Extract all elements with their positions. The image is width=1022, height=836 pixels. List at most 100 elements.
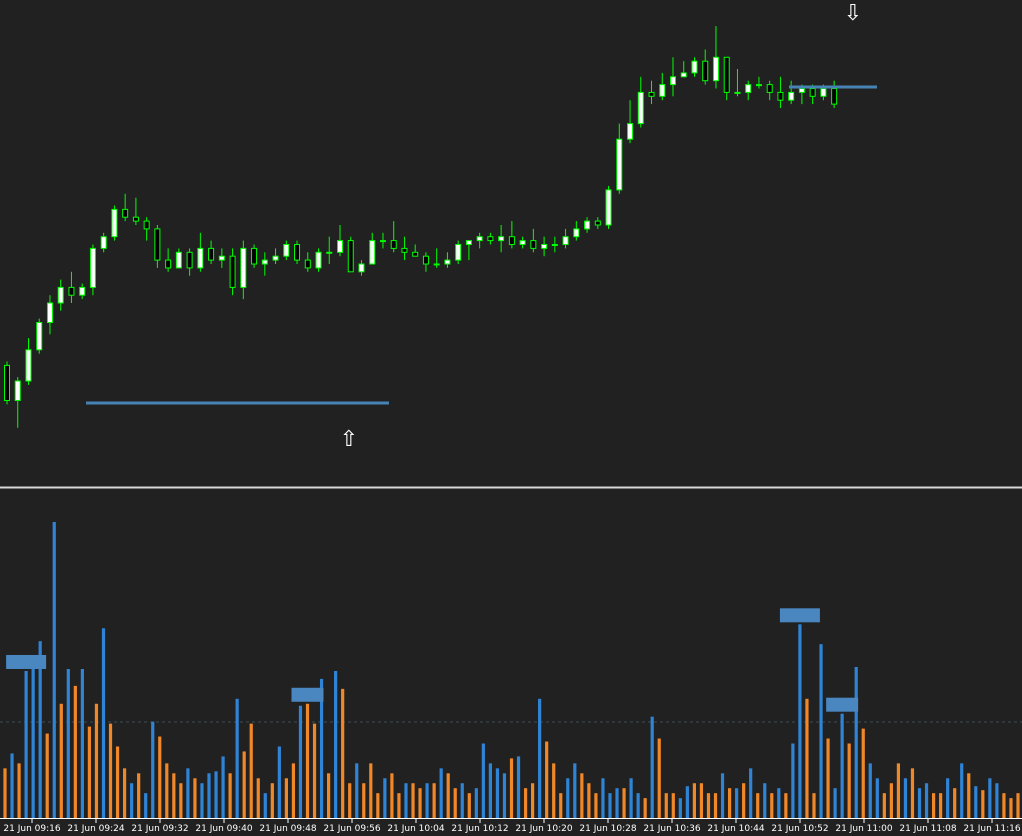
volume-bar <box>453 788 457 818</box>
candle-body <box>283 244 290 257</box>
volume-bar <box>988 778 992 818</box>
volume-bar <box>953 788 957 818</box>
candle-body <box>809 88 816 97</box>
candle-body <box>745 84 752 93</box>
volume-bar <box>727 788 732 818</box>
volume-bar <box>974 786 978 818</box>
candle-body <box>304 259 311 269</box>
volume-bar <box>657 738 661 818</box>
candle-body <box>175 251 182 269</box>
volume-bar <box>446 773 450 818</box>
candle-body <box>229 255 236 288</box>
candle-body <box>4 364 10 401</box>
volume-bar <box>1002 793 1006 818</box>
volume-bar <box>52 521 56 818</box>
candle-body <box>390 240 397 249</box>
volume-bar <box>425 783 429 818</box>
volume-bar <box>397 793 401 818</box>
volume-bar <box>868 763 872 818</box>
volume-bar <box>291 763 296 818</box>
volume-bar <box>467 793 471 818</box>
candle-body <box>530 240 537 249</box>
volume-bar <box>777 788 781 818</box>
volume-bar <box>172 773 176 818</box>
volume-bar <box>17 763 21 818</box>
volume-bar <box>45 733 49 818</box>
volume-bar <box>784 793 788 818</box>
candle-body <box>755 84 762 87</box>
volume-bar <box>671 793 675 818</box>
volume-bar <box>404 783 408 818</box>
x-tick-label: 21 Jun 11:16 <box>963 824 1020 834</box>
candle-body <box>240 247 247 288</box>
volume-bar <box>622 788 626 818</box>
candle-body <box>508 236 515 245</box>
volume-bar <box>833 788 837 818</box>
volume-bar <box>946 778 950 818</box>
volume-bar <box>812 793 816 818</box>
volume-bar <box>882 793 886 818</box>
x-tick-label: 21 Jun 09:48 <box>259 824 316 834</box>
candle-body <box>433 263 440 266</box>
volume-bar <box>341 688 345 818</box>
candle-body <box>218 255 225 261</box>
volume-bar <box>559 793 563 818</box>
volume-bar <box>699 783 704 818</box>
volume-bar <box>861 728 865 818</box>
volume-bar <box>629 778 633 818</box>
volume-bar <box>383 778 387 818</box>
volume-bar <box>256 778 260 818</box>
candle-body <box>412 251 419 257</box>
x-tick-label: 21 Jun 10:36 <box>643 824 700 834</box>
volume-bar <box>115 746 120 818</box>
volume-bar <box>545 741 549 818</box>
volume-bar <box>643 798 647 818</box>
volume-bar <box>798 624 802 818</box>
volume-bar <box>488 763 492 818</box>
volume-bar <box>910 768 915 818</box>
candle-body <box>573 228 580 238</box>
volume-peak-marker <box>779 608 820 623</box>
candle-body <box>122 208 129 218</box>
candle-body <box>465 240 472 246</box>
x-tick-label: 21 Jun 10:04 <box>387 824 444 834</box>
volume-bar <box>80 669 84 818</box>
candle-body <box>272 255 279 261</box>
volume-bar <box>889 783 893 818</box>
x-tick-label: 21 Jun 09:24 <box>67 824 124 834</box>
x-tick-label: 21 Jun 10:52 <box>771 824 828 834</box>
candle-body <box>422 255 429 265</box>
volume-peak-marker <box>291 687 324 702</box>
candle-body <box>337 240 344 253</box>
candle-body <box>712 56 719 82</box>
candle-body <box>358 263 365 273</box>
candle-body <box>143 220 150 230</box>
x-tick-label: 21 Jun 09:56 <box>323 824 380 834</box>
volume-bar <box>151 721 155 818</box>
volume-bar <box>742 783 746 818</box>
candle-body <box>788 91 795 101</box>
candle-body <box>798 88 805 93</box>
volume-bar <box>481 743 485 818</box>
volume-bar <box>749 768 753 818</box>
volume-bar <box>94 703 99 818</box>
volume-bar <box>418 788 422 818</box>
volume-bar <box>615 788 619 818</box>
candle-body <box>57 286 64 304</box>
volume-bar <box>59 703 63 818</box>
candle-body <box>562 236 569 245</box>
volume-bar <box>439 768 443 818</box>
candle-body <box>820 88 827 97</box>
candle-body <box>132 216 139 222</box>
volume-bar <box>460 783 464 818</box>
x-axis-ticks: 21 Jun 09:16 21 Jun 09:24 21 Jun 09:32 21 J… <box>3 818 1021 834</box>
volume-bar <box>917 788 922 818</box>
x-tick-label: 21 Jun 09:32 <box>131 824 188 834</box>
candle-body <box>294 244 301 261</box>
candle-body <box>734 91 741 94</box>
candle-body <box>79 286 86 296</box>
volume-bar <box>214 771 218 818</box>
volume-bar <box>995 783 999 818</box>
volume-bar <box>3 768 7 818</box>
